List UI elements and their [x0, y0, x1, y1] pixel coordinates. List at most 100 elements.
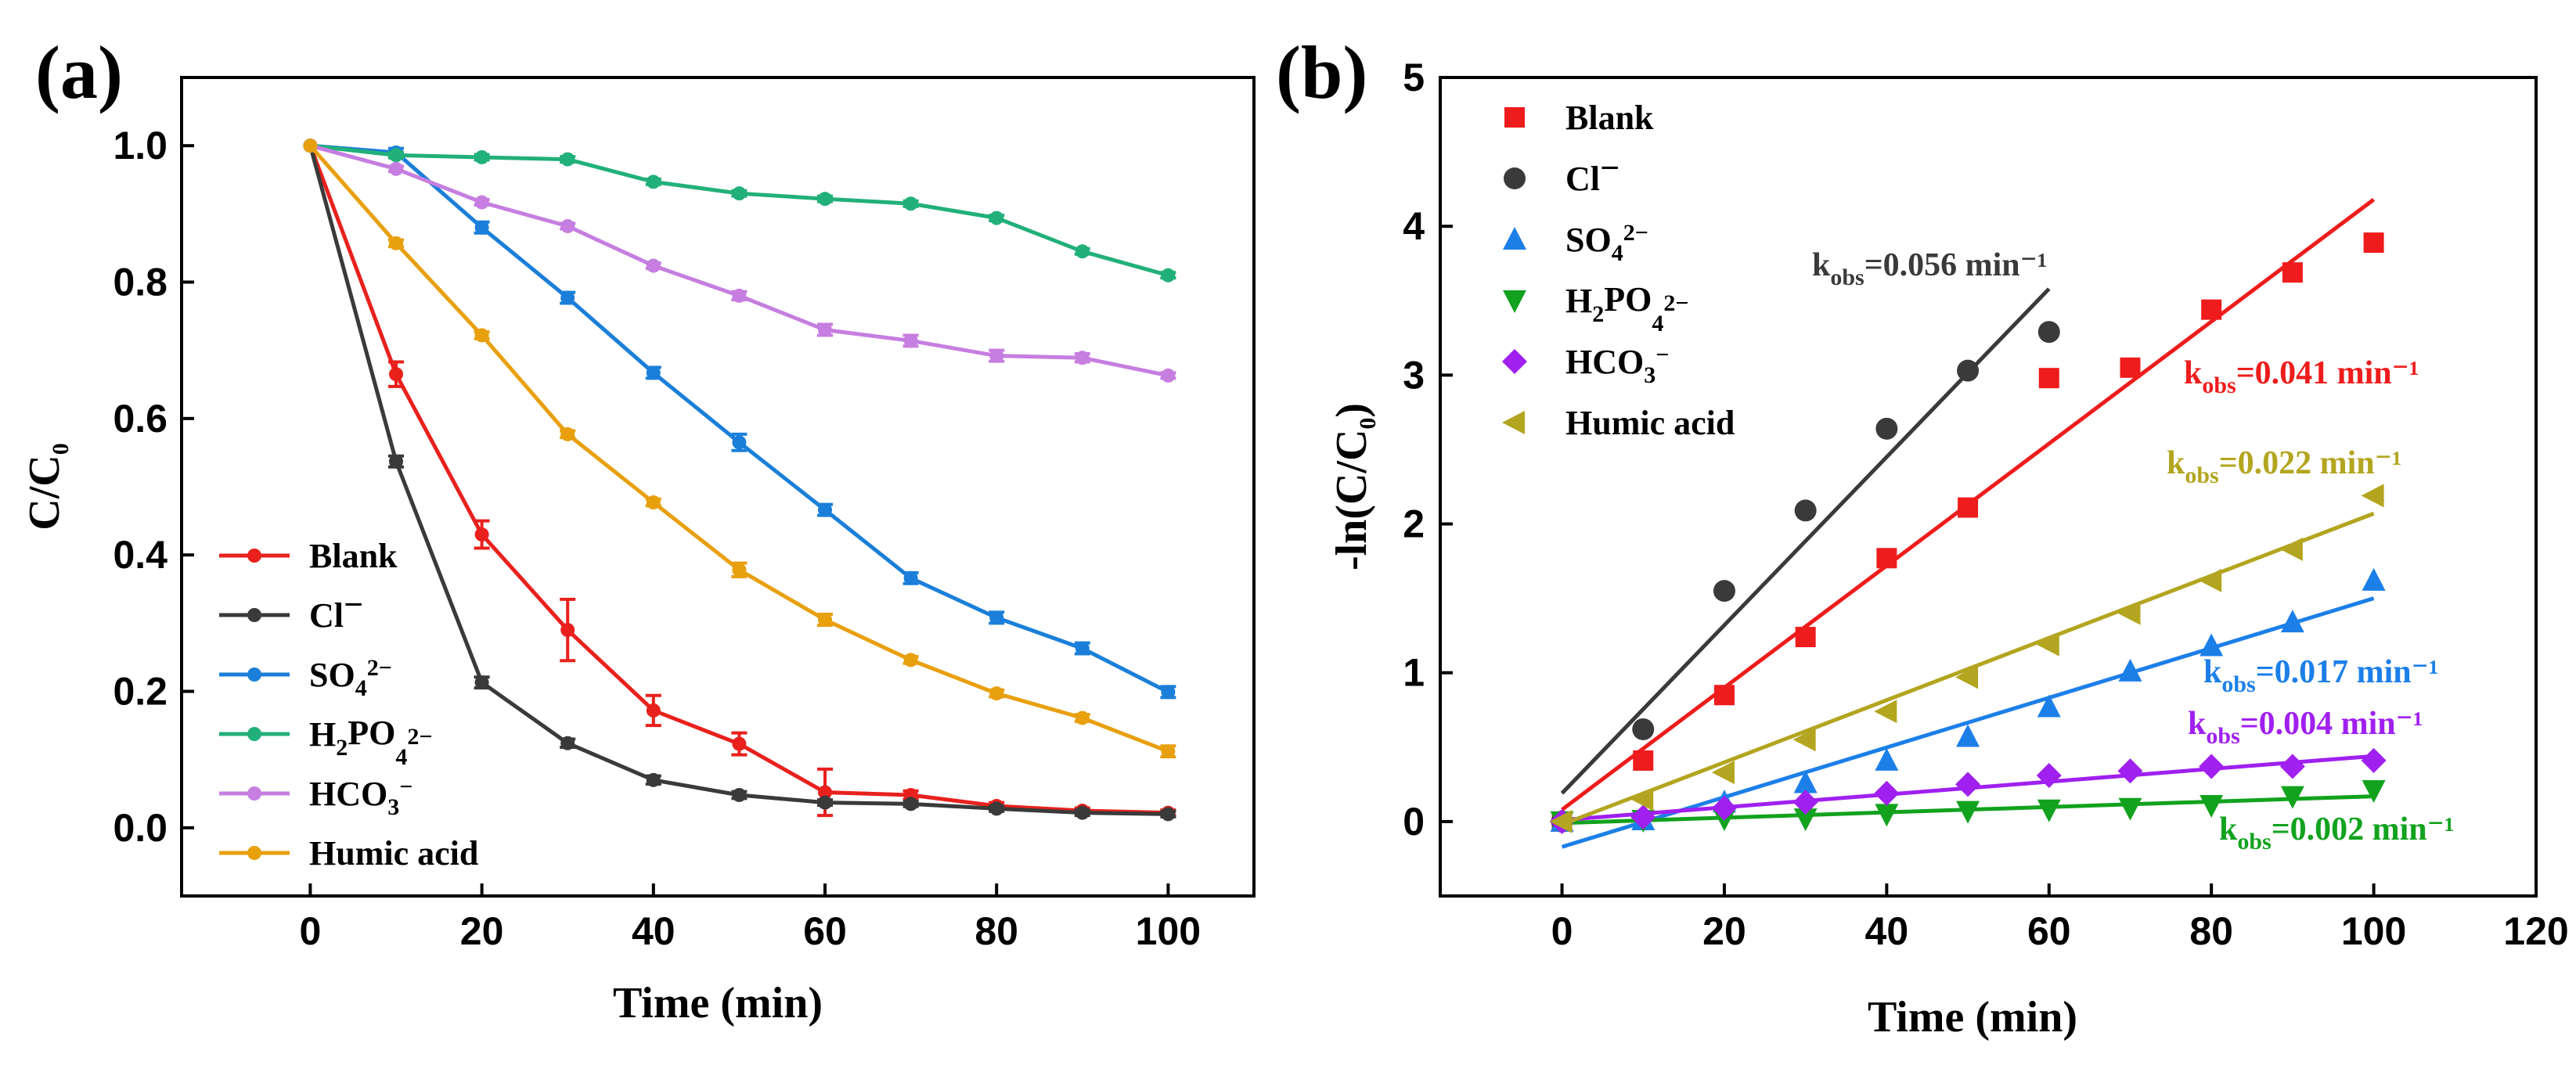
chart-b-kobs-annotation: kobs=0.022 min⁻¹	[2167, 445, 2401, 488]
chart-a-point	[818, 612, 832, 627]
chart-a-point	[818, 322, 832, 337]
chart-b-ytick-label: 2	[1403, 502, 1425, 546]
chart-a-frame	[180, 76, 1256, 898]
chart-b-ytick-label: 3	[1403, 353, 1425, 397]
chart-b-point	[1794, 499, 1817, 522]
chart-b-point	[1957, 359, 1980, 382]
panel-label-a: (a)	[35, 31, 123, 114]
chart-b-point	[2362, 567, 2386, 591]
chart-b-point	[2280, 610, 2304, 633]
chart-a-legend-marker	[247, 608, 261, 622]
chart-a-point	[1075, 805, 1090, 820]
chart-a-ytick-label: 0.8	[113, 261, 168, 304]
chart-a-point	[389, 236, 403, 250]
chart-b: 0 20 40 60 80 100 120 0 1 2 3 4 5 Time (min) -ln(C/C…	[1328, 56, 2569, 1042]
chart-a-point	[1161, 685, 1176, 700]
chart-b-ytick-label: 0	[1403, 800, 1425, 844]
chart-b-point	[2117, 601, 2141, 625]
chart-a-point	[903, 570, 918, 585]
chart-a-point	[560, 426, 575, 441]
chart-b-legend-label: SO42−	[1565, 220, 1648, 266]
chart-b-point	[1956, 801, 1980, 824]
chart-b-point	[1633, 750, 1654, 771]
chart-a-point	[732, 736, 747, 751]
chart-b-point	[2363, 232, 2384, 254]
chart-b-legend-label: HCO3−	[1565, 342, 1669, 388]
chart-a-point	[303, 139, 318, 153]
chart-a-point	[646, 703, 661, 718]
chart-a-ytick-label: 0.2	[113, 670, 168, 714]
chart-a-point	[646, 175, 661, 189]
chart-a-point	[989, 210, 1004, 225]
chart-b-kobs-annotation: kobs=0.056 min⁻¹	[1812, 247, 2047, 290]
chart-b-frame	[1439, 76, 2538, 898]
chart-b-fit-line	[1561, 511, 2375, 827]
chart-b-xtick-label: 40	[1865, 909, 1909, 953]
chart-a-point	[732, 563, 747, 577]
chart-b-point	[1874, 780, 1900, 806]
chart-a-point	[560, 290, 575, 305]
chart-a-legend-label: Humic acid	[309, 834, 478, 873]
chart-a-point	[989, 610, 1004, 625]
chart-a-ytick-label: 0.4	[113, 533, 168, 577]
chart-b-kobs-annotation: kobs=0.017 min⁻¹	[2203, 654, 2438, 697]
chart-b-kobs-annotation: kobs=0.041 min⁻¹	[2184, 355, 2419, 398]
chart-a-legend-label: Blank	[309, 537, 398, 575]
chart-a-point	[1075, 351, 1090, 365]
chart-b-point	[2200, 794, 2224, 818]
chart-b-xtick-label: 60	[2027, 909, 2071, 953]
chart-b-point	[1955, 772, 1981, 797]
chart-a-point	[474, 527, 489, 542]
panel-label-b: (b)	[1276, 31, 1367, 114]
chart-b-point	[2199, 754, 2225, 779]
chart-b-xtick-label: 120	[2503, 909, 2568, 953]
chart-b-point	[1792, 728, 1816, 752]
chart-b-fit-line	[1561, 596, 2375, 849]
chart-b-legend-marker	[1502, 411, 1525, 434]
chart-b-point	[2279, 537, 2303, 561]
chart-a-point	[818, 192, 832, 207]
chart-a-ylabel: C/C0	[20, 443, 74, 530]
chart-a-point	[818, 795, 832, 810]
chart-a-xtick-label: 80	[975, 909, 1018, 953]
chart-a-xtick-label: 60	[803, 909, 847, 953]
chart-a-point	[474, 149, 489, 164]
chart-b-xtick-label: 0	[1551, 909, 1573, 953]
chart-a-xtick-label: 0	[299, 909, 321, 953]
chart-a-point	[1075, 641, 1090, 656]
chart-b-point	[1875, 417, 1898, 440]
chart-a-ytick-label: 0.6	[113, 397, 168, 441]
chart-a-point	[646, 258, 661, 273]
chart-b-point	[2282, 262, 2303, 283]
chart-a-point	[389, 161, 403, 176]
chart-a-point	[560, 736, 575, 750]
chart-b-point	[1875, 747, 1899, 771]
chart-b-legend-label: H2PO42−	[1565, 280, 1688, 336]
chart-b-point	[2361, 747, 2387, 773]
chart-b-ytick-label: 4	[1403, 204, 1425, 248]
chart-a-point	[646, 772, 661, 787]
chart-a-legend-marker	[247, 727, 261, 741]
chart-b-point	[2038, 368, 2059, 389]
chart-b-point	[2037, 321, 2060, 344]
chart-a-point	[818, 502, 832, 517]
chart-a-point	[732, 288, 747, 303]
chart-a-point	[474, 675, 489, 690]
chart-a-legend-marker	[247, 667, 261, 682]
chart-b-kobs-annotation: kobs=0.002 min⁻¹	[2219, 811, 2454, 855]
chart-a-point	[389, 148, 403, 163]
chart-b-point	[2200, 633, 2224, 657]
chart-b-legend-marker	[1502, 349, 1527, 374]
chart-a-point	[1075, 711, 1090, 725]
chart-b-xtick-label: 100	[2341, 909, 2406, 953]
chart-b-point	[2201, 299, 2222, 320]
chart-b-point	[1713, 685, 1735, 706]
chart-a-series-line	[310, 143, 1169, 278]
chart-b-xlabel: Time (min)	[1868, 993, 2077, 1042]
chart-b-point	[1874, 700, 1897, 724]
chart-a-point	[560, 219, 575, 234]
chart-b-point	[1793, 808, 1818, 832]
chart-a-xtick-label: 40	[632, 909, 676, 953]
chart-b-point	[2361, 484, 2384, 508]
chart-b-point	[1630, 787, 1654, 811]
